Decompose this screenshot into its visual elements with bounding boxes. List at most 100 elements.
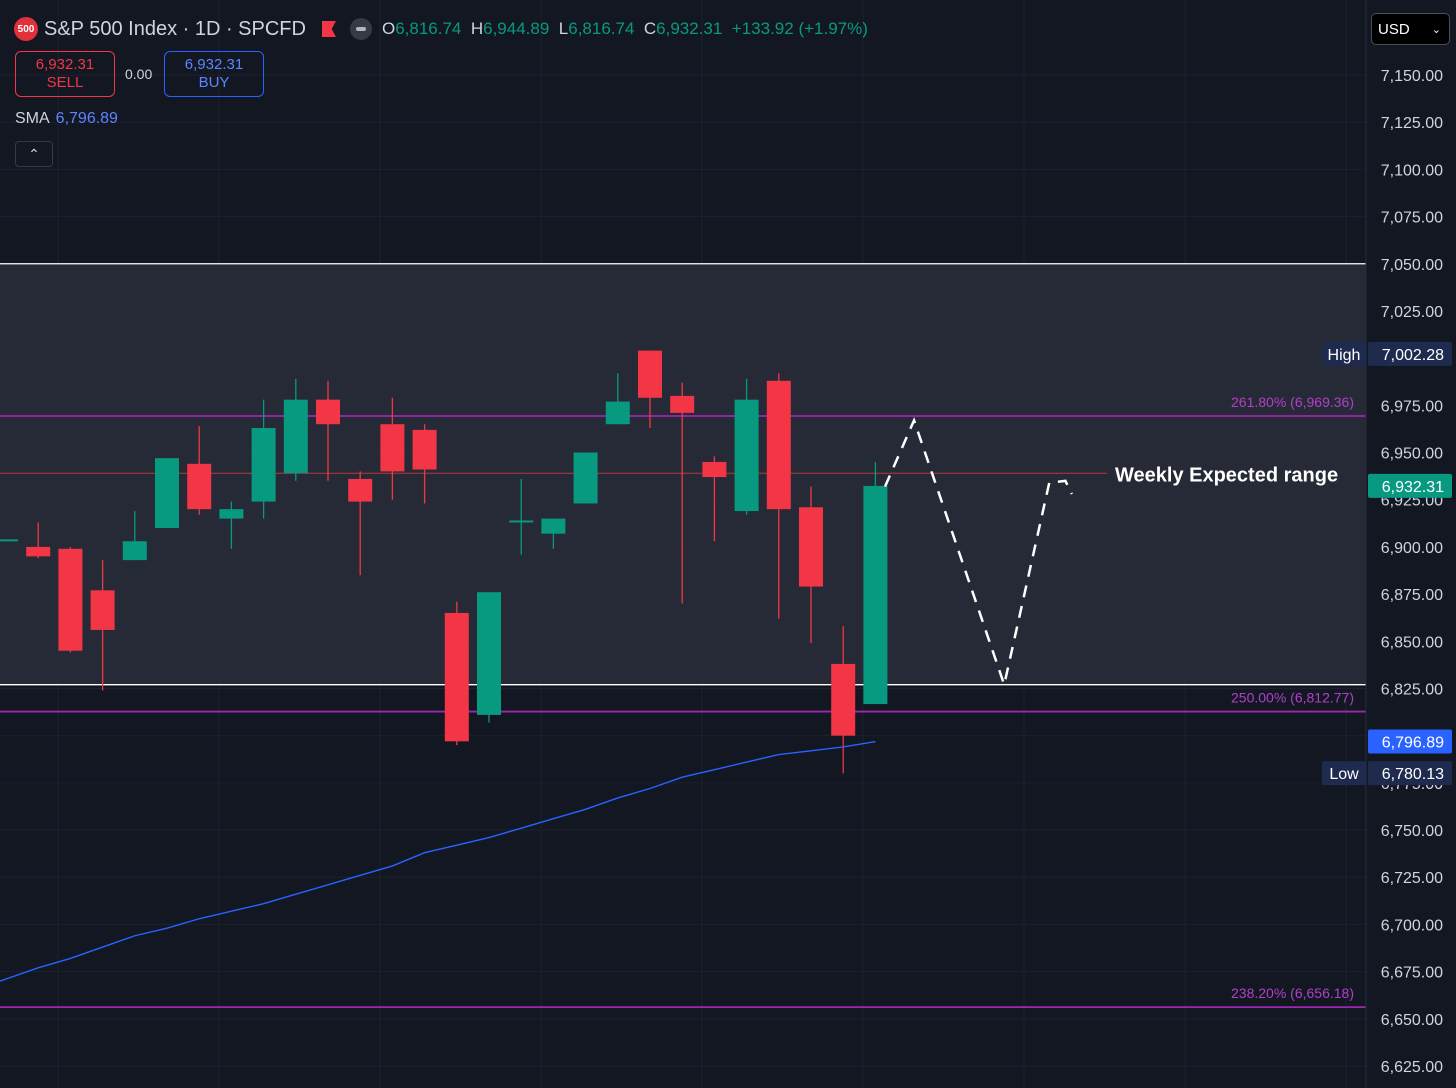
buy-price: 6,932.31 — [184, 56, 244, 73]
y-tick-label: 6,875.00 — [1381, 587, 1443, 604]
y-tick-label: 6,700.00 — [1381, 917, 1443, 934]
y-tick-label: 6,850.00 — [1381, 634, 1443, 651]
y-tick-label: 7,025.00 — [1381, 304, 1443, 321]
price-tag-box — [1368, 341, 1452, 366]
candle-body — [90, 590, 115, 630]
candle-body — [0, 539, 18, 542]
candle — [348, 471, 373, 576]
price-tag-box — [1368, 473, 1452, 498]
y-tick-label: 7,100.00 — [1381, 162, 1443, 179]
candle — [26, 522, 51, 559]
high-value: 6,944.89 — [483, 19, 550, 38]
y-tick-label: 7,150.00 — [1381, 68, 1443, 85]
price-axis — [1366, 0, 1456, 1088]
candle — [444, 601, 469, 746]
candle-body — [187, 463, 212, 510]
y-tick-label: 6,950.00 — [1381, 446, 1443, 463]
candle-body — [734, 399, 759, 512]
candle — [766, 373, 791, 619]
sma-legend[interactable]: SMA 6,796.89 — [15, 110, 118, 128]
flag-icon[interactable] — [321, 21, 336, 37]
price-tag-name-box — [1322, 341, 1366, 366]
symbol-title[interactable]: S&P 500 Index · 1D · SPCFD — [44, 17, 306, 40]
candle-body — [316, 399, 340, 425]
symbol-logo[interactable]: 500 — [14, 17, 38, 41]
candle — [831, 626, 856, 774]
candle — [219, 501, 244, 549]
candle-body — [509, 520, 534, 523]
price-tag: 6,780.13 Low — [1322, 761, 1452, 786]
candle — [251, 399, 276, 519]
open-value: 6,816.74 — [395, 19, 462, 38]
price-tag-name: High — [1328, 347, 1361, 364]
change-value: +133.92 (+1.97%) — [731, 19, 868, 38]
y-tick-label: 6,750.00 — [1381, 823, 1443, 840]
fib-level-label: 261.80% (6,969.36) — [1231, 394, 1354, 410]
candle-body — [766, 380, 791, 510]
candle — [541, 518, 566, 549]
price-tag-box — [1368, 729, 1452, 754]
candle — [702, 456, 727, 542]
candle — [58, 546, 83, 653]
price-tag-name: Low — [1329, 766, 1359, 783]
candle — [638, 350, 662, 428]
candle-body — [122, 541, 147, 561]
price-tag: 7,002.28 High — [1322, 341, 1452, 366]
candle — [155, 458, 179, 529]
projection-path — [883, 416, 1073, 690]
candle — [187, 426, 212, 515]
candle — [573, 452, 598, 504]
sma-value: 6,796.89 — [55, 110, 118, 127]
price-tag: 6,796.89 — [1368, 729, 1452, 754]
candle-body — [58, 548, 83, 651]
price-tag-name-box — [1322, 761, 1366, 786]
candle — [799, 486, 823, 644]
y-tick-label: 7,125.00 — [1381, 115, 1443, 132]
expected-range-band — [0, 263, 1366, 685]
y-tick-label: 6,825.00 — [1381, 681, 1443, 698]
price-tag-value: 6,796.89 — [1382, 735, 1444, 752]
chevron-down-icon: ⌄ — [1431, 23, 1441, 36]
y-tick-label: 7,075.00 — [1381, 210, 1443, 227]
candle — [380, 397, 405, 500]
sma-line — [0, 740, 876, 982]
fib-level-label: 250.00% (6,812.77) — [1231, 690, 1354, 706]
candle-body — [605, 401, 630, 425]
collapse-legend-button[interactable]: ⌃ — [15, 141, 53, 167]
candle — [412, 424, 437, 504]
candle — [90, 560, 115, 691]
candle — [316, 380, 340, 481]
y-tick-label: 6,650.00 — [1381, 1012, 1443, 1029]
fib-level-label: 238.20% (6,656.18) — [1231, 985, 1354, 1001]
sell-price: 6,932.31 — [35, 56, 95, 73]
buy-label: BUY — [198, 74, 230, 91]
price-tag: 6,932.31 — [1368, 473, 1452, 498]
currency-select[interactable]: USD ⌄ — [1371, 13, 1450, 45]
sell-button[interactable]: 6,932.31 SELL — [15, 51, 115, 97]
candle-body — [219, 509, 244, 519]
candle-body — [638, 350, 662, 398]
market-status-icon[interactable] — [349, 18, 372, 40]
price-tag-value: 6,780.13 — [1382, 766, 1444, 783]
candle-body — [155, 458, 179, 529]
y-tick-label: 6,975.00 — [1381, 398, 1443, 415]
y-tick-label: 6,625.00 — [1381, 1059, 1443, 1076]
candle-body — [670, 395, 695, 413]
low-value: 6,816.74 — [568, 19, 635, 38]
buy-button[interactable]: 6,932.31 BUY — [164, 51, 264, 97]
sma-name: SMA — [15, 110, 50, 127]
candle-body — [444, 612, 469, 742]
candle-body — [573, 452, 598, 504]
candle — [734, 378, 759, 515]
chevron-up-icon: ⌃ — [28, 145, 40, 162]
candle-body — [26, 546, 51, 557]
candle — [670, 382, 695, 604]
y-tick-label: 6,725.00 — [1381, 870, 1443, 887]
candle-body — [348, 478, 373, 502]
candle-body — [863, 485, 888, 705]
candle — [509, 478, 534, 555]
y-tick-label: 6,900.00 — [1381, 540, 1443, 557]
candle-body — [412, 429, 437, 470]
candle-body — [380, 424, 405, 472]
